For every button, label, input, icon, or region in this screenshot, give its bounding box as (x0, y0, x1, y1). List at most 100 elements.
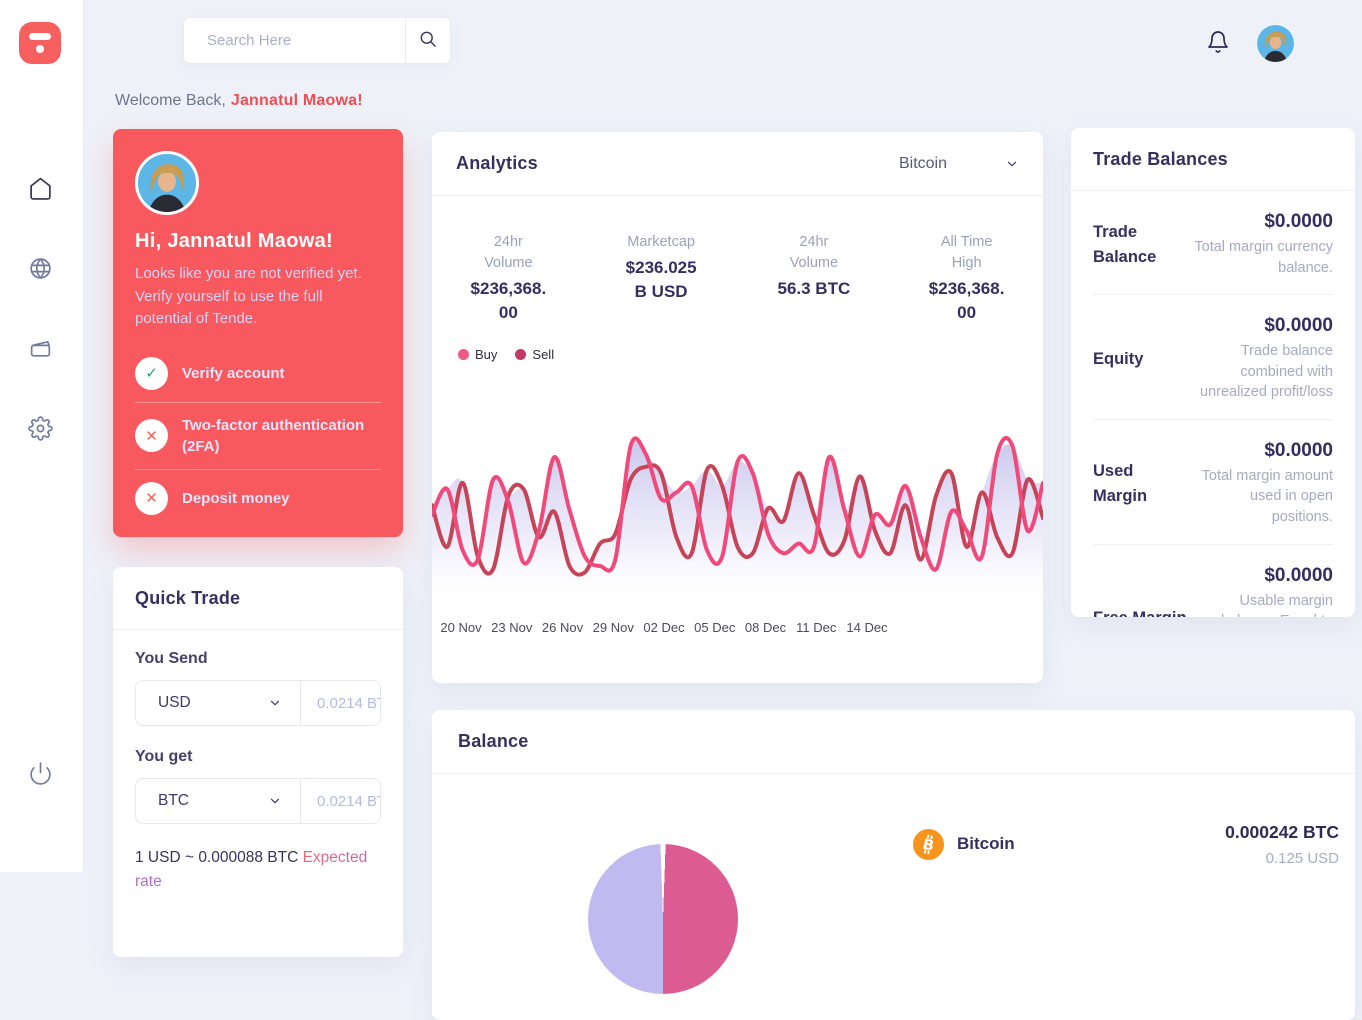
avatar-image (1257, 25, 1294, 62)
balance-row-value: $0.0000 (1264, 564, 1333, 586)
trade-balances-card: Trade Balances Trade Balance $0.0000 Tot… (1071, 128, 1355, 617)
market-select[interactable]: Bitcoin (899, 155, 1019, 173)
chevron-down-icon (1005, 157, 1019, 171)
you-send-label: You Send (135, 650, 208, 667)
logo-dot (36, 45, 44, 53)
stat-value: $236,368.00 (470, 279, 547, 322)
buy-dot-icon (458, 348, 469, 360)
balance-row-value: $0.0000 (1264, 211, 1333, 232)
stat-value: $236,368.00 (928, 279, 1005, 322)
send-amount-input[interactable] (301, 681, 380, 725)
x-axis-label: 14 Dec (846, 620, 888, 635)
chevron-down-icon (268, 794, 282, 808)
logout-button[interactable] (18, 753, 62, 797)
asset-amount-usd: 0.125 USD (1265, 849, 1339, 867)
stat-all-time-high: All Time High $236,368.00 (890, 232, 1043, 325)
checklist-label: Two-factor authentication (2FA) (182, 416, 365, 455)
stat-24hr-volume-btc: 24hr Volume 56.3 BTC (738, 232, 891, 325)
balance-row-value: $0.0000 (1264, 315, 1333, 337)
search-icon (418, 29, 438, 52)
search-button[interactable] (405, 18, 450, 63)
search-input[interactable] (184, 18, 405, 63)
balance-row-desc: Usable margin balance. Equal to equity m… (1221, 592, 1333, 617)
divider (1093, 294, 1333, 296)
balance-row-equity: Equity $0.0000 Trade balance combined wi… (1071, 295, 1355, 419)
chart-legend: Buy Sell (458, 347, 1043, 362)
bell-icon (1206, 30, 1230, 57)
check-icon: ✓ (135, 356, 168, 390)
sidebar-item-settings[interactable] (18, 408, 62, 452)
card-avatar (135, 151, 199, 215)
sell-dot-icon (515, 348, 527, 360)
balance-row-trade-balance: Trade Balance $0.0000 Total margin curre… (1071, 191, 1355, 294)
search-bar (183, 17, 451, 64)
checklist-item-deposit[interactable]: ✕ Deposit money (135, 470, 381, 527)
balance-row-desc: Total margin currency balance. (1194, 239, 1333, 276)
checklist-item-verify-account[interactable]: ✓ Verify account (135, 345, 381, 402)
analytics-card: Analytics Bitcoin 24hr Volume $236,368.0… (432, 132, 1043, 683)
stat-value: 56.3 BTC (777, 279, 851, 299)
x-axis-label: 08 Dec (744, 620, 787, 635)
get-currency-select[interactable]: BTC (136, 779, 301, 823)
x-axis: 20 Nov 23 Nov 26 Nov 29 Nov 02 Dec 05 Dec 08 D… (432, 620, 1043, 638)
stat-label: Marketcap (627, 234, 695, 250)
notifications-button[interactable] (1204, 29, 1232, 57)
trade-balances-title: Trade Balances (1093, 148, 1228, 169)
card-message: Looks like you are not verified yet. Ver… (135, 265, 362, 327)
balance-row-desc: Trade balance combined with unrealized p… (1200, 343, 1333, 401)
analytics-title: Analytics (456, 153, 538, 173)
legend-item-buy[interactable]: Buy (458, 347, 497, 362)
cross-icon: ✕ (135, 481, 168, 515)
card-greeting: Hi, Jannatul Maowa! (135, 230, 333, 252)
bitcoin-icon: B (913, 828, 944, 860)
sidebar-item-wallet[interactable] (18, 328, 62, 372)
x-axis-label: 11 Dec (796, 620, 837, 635)
market-select-value: Bitcoin (898, 154, 947, 172)
x-axis-label: 26 Nov (541, 620, 584, 635)
divider (1093, 418, 1333, 420)
exchange-rate-text: 1 USD ~ 0.000088 BTC Expected rate (135, 846, 381, 894)
balance-row-label: Used Margin (1093, 462, 1148, 505)
divider (432, 773, 1355, 774)
checklist-label: Deposit money (182, 489, 290, 507)
chevron-down-icon (268, 696, 282, 710)
divider (1071, 190, 1355, 191)
stat-label: All Time High (940, 234, 993, 272)
balance-row-label: Trade Balance (1093, 222, 1157, 266)
balance-pie-chart[interactable] (588, 844, 738, 994)
user-avatar[interactable] (1257, 25, 1294, 62)
send-input-group: USD (135, 680, 381, 726)
send-currency-value: USD (158, 694, 191, 711)
logo-bar (29, 33, 51, 40)
buy-line (432, 436, 1043, 573)
welcome-message: Welcome Back, Jannatul Maowa! (115, 92, 363, 110)
legend-label: Sell (532, 346, 555, 362)
home-icon (28, 176, 53, 204)
gear-icon (27, 416, 53, 444)
divider (113, 629, 403, 630)
get-amount-input[interactable] (301, 779, 380, 823)
send-currency-select[interactable]: USD (136, 681, 301, 725)
verification-card: Hi, Jannatul Maowa! Looks like you are n… (113, 129, 403, 537)
sidebar-item-markets[interactable] (18, 248, 62, 292)
get-currency-value: BTC (158, 792, 189, 809)
quick-trade-card: Quick Trade You Send USD You get BTC 1 U… (113, 567, 403, 957)
divider (1093, 543, 1333, 545)
sell-line (432, 463, 1043, 577)
asset-row-bitcoin[interactable]: B Bitcoin 0.000242 BTC 0.125 USD (913, 816, 1339, 872)
sidebar (0, 0, 84, 872)
checklist-item-2fa[interactable]: ✕ Two-factor authentication (2FA) (135, 403, 381, 469)
balance-row-label: Free Margin (1093, 606, 1187, 617)
x-axis-label: 20 Nov (440, 620, 482, 635)
sidebar-item-home[interactable] (18, 168, 62, 212)
x-axis-label: 29 Nov (592, 620, 634, 635)
line-chart[interactable] (432, 408, 1043, 608)
globe-icon (28, 256, 53, 284)
asset-amount-btc: 0.000242 BTC (1225, 821, 1339, 842)
verification-checklist: ✓ Verify account ✕ Two-factor authentica… (135, 345, 381, 527)
app-logo[interactable] (19, 22, 61, 64)
balance-title: Balance (458, 731, 529, 751)
checklist-label: Verify account (182, 364, 285, 382)
divider (135, 468, 381, 470)
legend-item-sell[interactable]: Sell (515, 347, 554, 362)
